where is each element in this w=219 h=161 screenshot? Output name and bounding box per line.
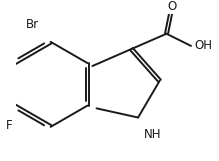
Text: O: O xyxy=(167,0,177,13)
Text: OH: OH xyxy=(195,39,213,52)
Text: F: F xyxy=(6,119,12,132)
Text: Br: Br xyxy=(26,18,39,31)
Text: NH: NH xyxy=(144,128,162,141)
